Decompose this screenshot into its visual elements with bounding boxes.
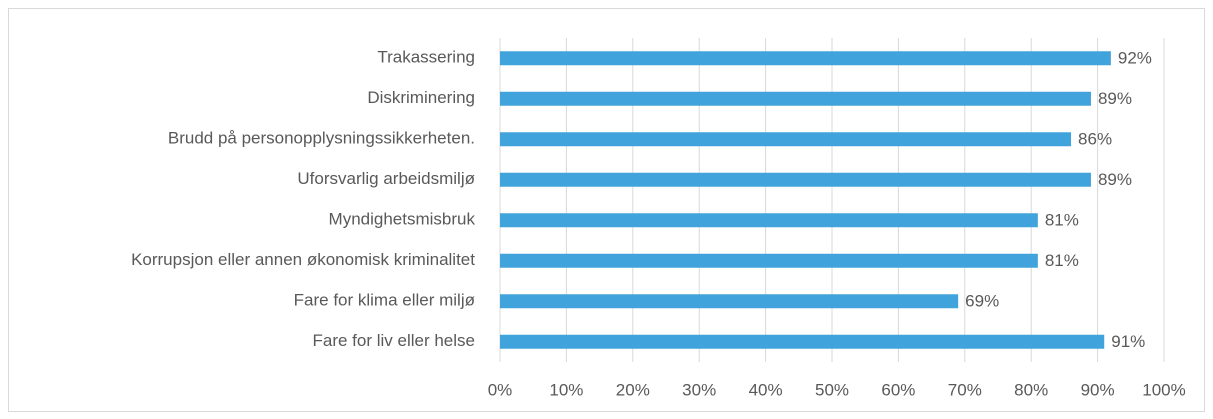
y-tick-label: Trakassering: [377, 48, 475, 67]
x-tick-label: 40%: [749, 380, 783, 399]
x-tick-label: 100%: [1142, 380, 1185, 399]
y-tick-label: Myndighetsmisbruk: [329, 210, 476, 229]
bar: [500, 91, 1091, 106]
bar: [500, 294, 959, 309]
chart-border: [8, 8, 1205, 412]
data-label: 81%: [1045, 211, 1079, 230]
y-tick-label: Fare for klima eller miljø: [294, 291, 475, 310]
x-tick-label: 90%: [1081, 380, 1115, 399]
data-label: 89%: [1098, 170, 1132, 189]
y-tick-label: Korrupsjon eller annen økonomisk krimina…: [131, 250, 475, 269]
data-label: 86%: [1078, 130, 1112, 149]
data-label: 89%: [1098, 89, 1132, 108]
data-label: 91%: [1111, 332, 1145, 351]
data-label: 81%: [1045, 251, 1079, 270]
x-tick-label: 0%: [488, 380, 513, 399]
bar: [500, 334, 1105, 349]
x-tick-label: 30%: [682, 380, 716, 399]
bar: [500, 172, 1091, 187]
data-label: 92%: [1118, 49, 1152, 68]
x-tick-label: 70%: [948, 380, 982, 399]
x-tick-label: 80%: [1014, 380, 1048, 399]
x-tick-label: 50%: [815, 380, 849, 399]
bar: [500, 213, 1038, 228]
data-label: 69%: [965, 292, 999, 311]
x-tick-label: 60%: [881, 380, 915, 399]
y-tick-label: Brudd på personopplysningssikkerheten.: [168, 129, 475, 148]
y-tick-label: Uforsvarlig arbeidsmiljø: [297, 169, 475, 188]
x-tick-label: 20%: [616, 380, 650, 399]
y-tick-label: Diskriminering: [367, 88, 475, 107]
x-tick-label: 10%: [549, 380, 583, 399]
y-tick-label: Fare for liv eller helse: [312, 331, 475, 350]
bar: [500, 132, 1072, 147]
bar: [500, 51, 1111, 66]
bar: [500, 253, 1038, 268]
